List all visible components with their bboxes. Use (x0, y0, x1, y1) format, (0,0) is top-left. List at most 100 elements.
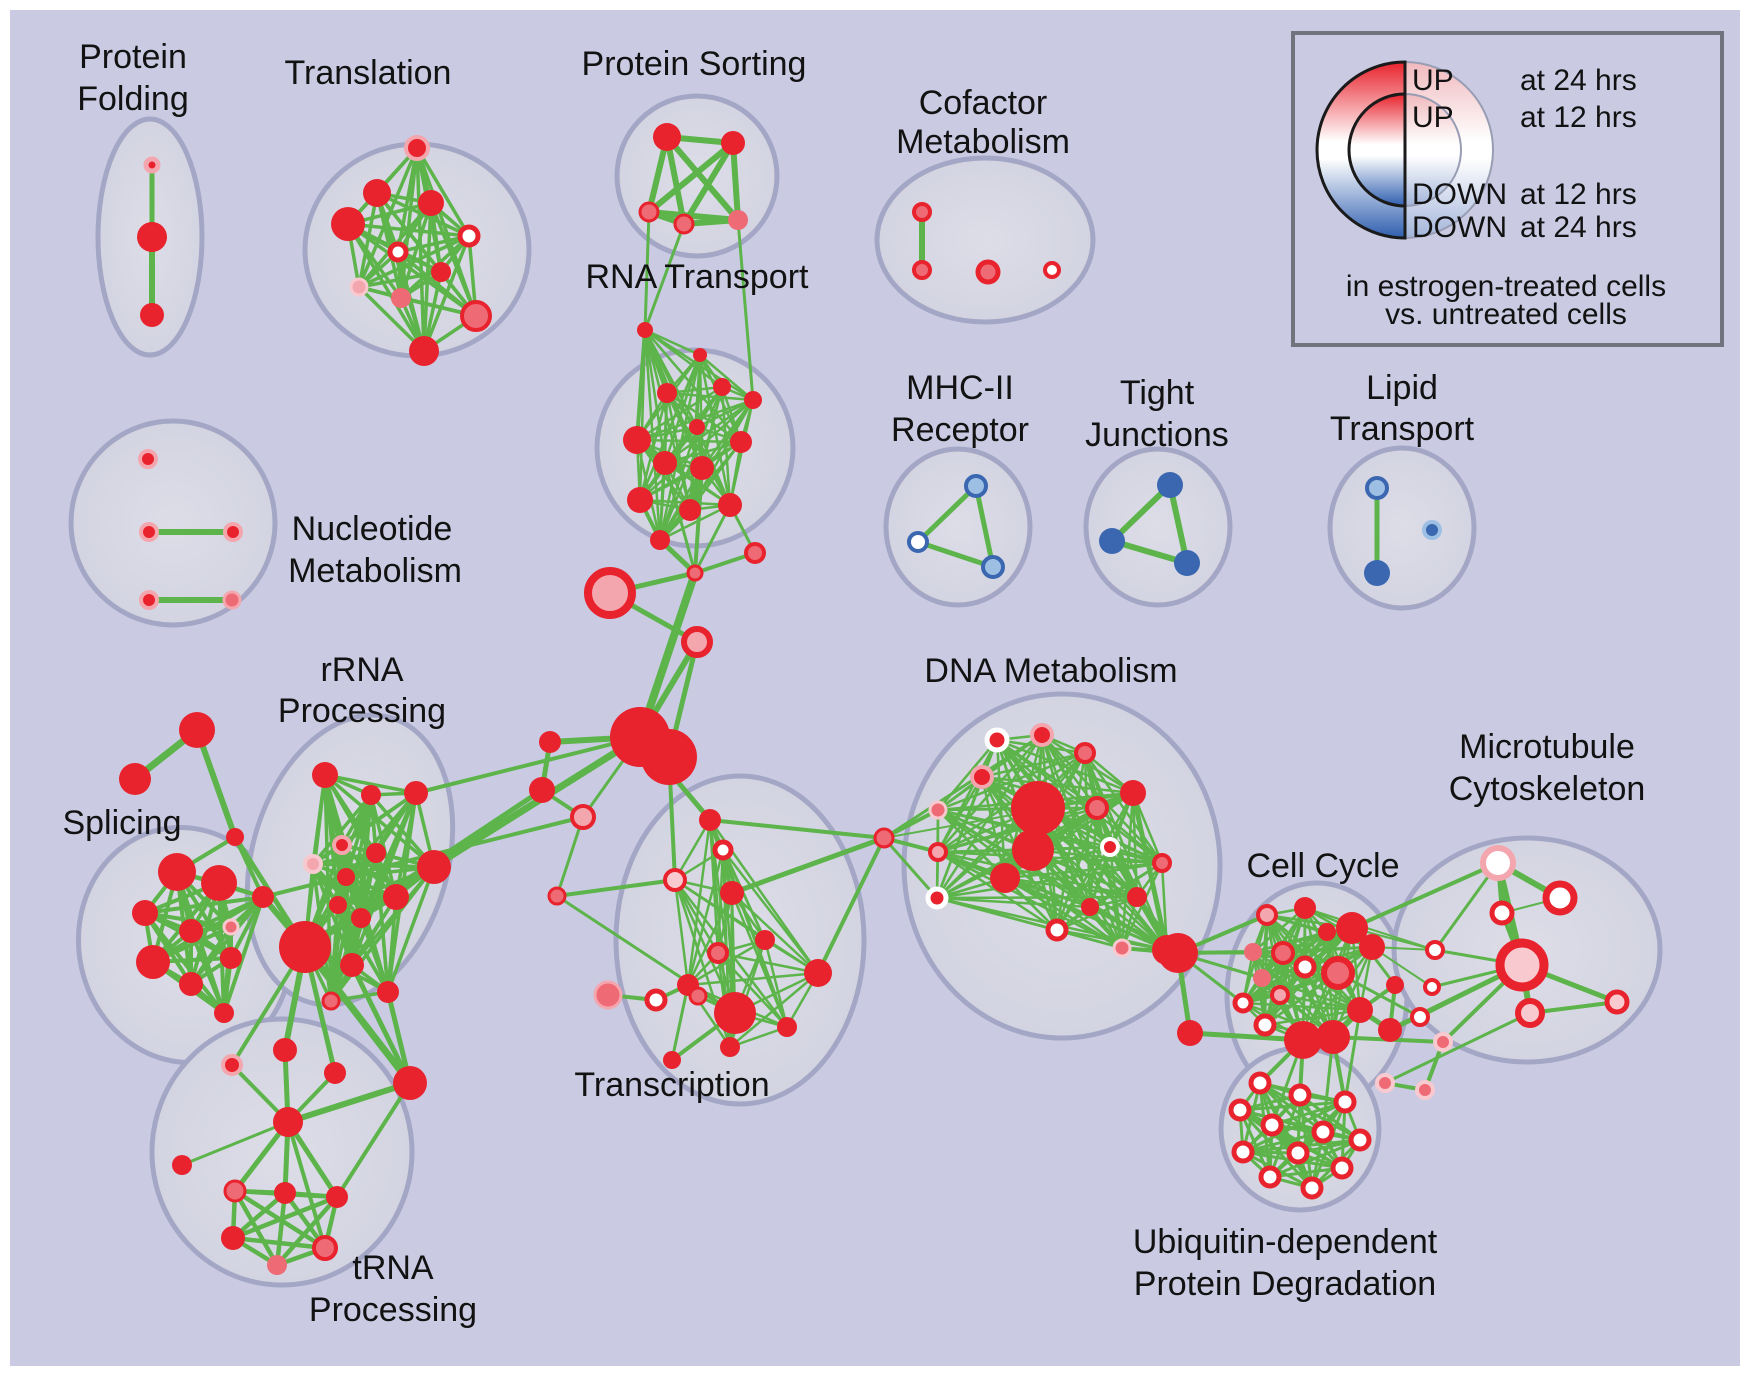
network-node-tr4 (457, 224, 481, 248)
network-node-ub9 (1330, 1156, 1354, 1180)
network-edge (646, 140, 736, 215)
network-edge (414, 735, 642, 795)
network-edge (936, 808, 1124, 950)
network-node-tr9 (460, 300, 492, 332)
network-edge (973, 483, 996, 570)
network-edge (357, 146, 419, 289)
network-node-dm12 (1085, 796, 1109, 820)
cluster-label-lipid-transport-line1: Lipid (1366, 369, 1438, 407)
network-node-tc13 (644, 988, 668, 1012)
network-node-tj0 (1157, 472, 1183, 498)
network-node-g2 (226, 828, 244, 846)
network-edge (1088, 806, 1099, 909)
network-node-rt7 (689, 419, 705, 435)
cluster-label-translation: Translation (285, 54, 452, 92)
cluster-ellipse-transcription (613, 773, 867, 1107)
cluster-ellipse-cofactor-metabolism (874, 155, 1096, 325)
network-edge (1109, 538, 1190, 566)
network-node-rr13 (321, 991, 341, 1011)
cluster-ellipse-dna-metabolism (901, 691, 1223, 1041)
network-edge (635, 438, 743, 444)
network-node-ub7 (1231, 1140, 1255, 1164)
network-node-cc4 (1359, 934, 1385, 960)
network-node-cc12 (1253, 1013, 1277, 1037)
network-node-tc1 (712, 839, 734, 861)
network-node-pf1 (137, 222, 167, 252)
network-node-dm8 (1011, 781, 1065, 835)
network-edge (935, 775, 984, 900)
network-node-dm11 (1120, 780, 1146, 806)
network-node-rt13 (650, 530, 670, 550)
legend-direction-label-3: DOWN (1412, 178, 1507, 211)
network-node-sl2 (132, 900, 158, 926)
network-node-sl8 (220, 947, 242, 969)
network-node-sl5 (252, 886, 274, 908)
cluster-label-microtubule-cytoskeleton-line1: Microtubule (1459, 728, 1635, 766)
network-edge (1251, 950, 1362, 1012)
network-edge (736, 218, 755, 402)
network-node-tc3 (547, 886, 567, 906)
network-edge (222, 895, 265, 1015)
network-node-tc5 (755, 930, 775, 950)
network-node-dm4 (970, 765, 994, 789)
network-edge (721, 848, 767, 942)
network-node-rr16 (273, 1038, 297, 1062)
network-edge (346, 222, 426, 353)
network-node-rt10 (627, 487, 653, 513)
network-edge (816, 836, 886, 975)
network-node-rr0 (312, 762, 338, 788)
cluster-ellipse-nucleotide-metabolism (68, 418, 278, 628)
legend-footer-line2: vs. untreated cells (1385, 298, 1627, 331)
network-node-sl7 (179, 972, 203, 996)
network-node-mh1 (907, 531, 929, 553)
network-edge (335, 1081, 412, 1199)
network-edge (721, 848, 789, 1029)
network-node-dm0 (873, 827, 895, 849)
network-edge (1304, 907, 1436, 951)
network-edge (1383, 1011, 1532, 1085)
network-edge (638, 398, 755, 502)
network-node-ps1 (721, 131, 745, 155)
network-node-mt8 (1410, 1007, 1430, 1027)
network-node-tc12 (593, 980, 623, 1010)
cluster-ellipse-trna-processing (149, 1016, 415, 1288)
legend-direction-label-4: DOWN (1412, 211, 1507, 244)
network-node-mt7 (1423, 978, 1441, 996)
network-node-tc8 (804, 959, 832, 987)
network-node-rr1 (361, 785, 381, 805)
network-node-cc13 (1284, 1021, 1322, 1059)
legend-time-label-3: at 12 hrs (1520, 178, 1637, 211)
network-edge (716, 951, 820, 975)
network-node-cc2 (1318, 923, 1336, 941)
network-node-tn5 (274, 1182, 296, 1204)
network-node-rr6 (337, 868, 355, 886)
network-edge (415, 146, 471, 238)
network-node-x1 (744, 542, 766, 564)
network-node-tr6 (431, 262, 451, 282)
network-node-cc3 (1336, 912, 1368, 944)
network-node-cc6 (1271, 941, 1295, 965)
network-node-tr2 (331, 207, 365, 241)
network-edge (1130, 790, 1170, 953)
cluster-label-protein-sorting: Protein Sorting (582, 45, 807, 83)
network-node-nm2 (223, 522, 243, 542)
network-edge (1343, 1008, 1362, 1104)
network-edge (693, 466, 704, 575)
network-edge (286, 1120, 327, 1250)
network-node-ps2 (638, 201, 660, 223)
network-node-dm20 (1158, 933, 1198, 973)
network-node-cf1 (912, 260, 932, 280)
cluster-label-tight-junctions-line2: Junctions (1085, 416, 1229, 454)
network-node-rt5 (690, 456, 714, 480)
legend-direction-label-1: UP (1412, 64, 1454, 97)
network-node-cc1 (1294, 897, 1316, 919)
network-node-dm2 (1030, 723, 1054, 747)
network-node-tn7 (221, 1226, 245, 1250)
network-edge (728, 1025, 789, 1049)
cluster-label-lipid-transport-line2: Transport (1330, 410, 1475, 448)
network-node-cc0 (1256, 904, 1278, 926)
network-node-ub11 (1300, 1176, 1324, 1200)
network-edge (681, 140, 736, 227)
network-edge (323, 773, 418, 795)
network-edge (1241, 965, 1307, 1005)
